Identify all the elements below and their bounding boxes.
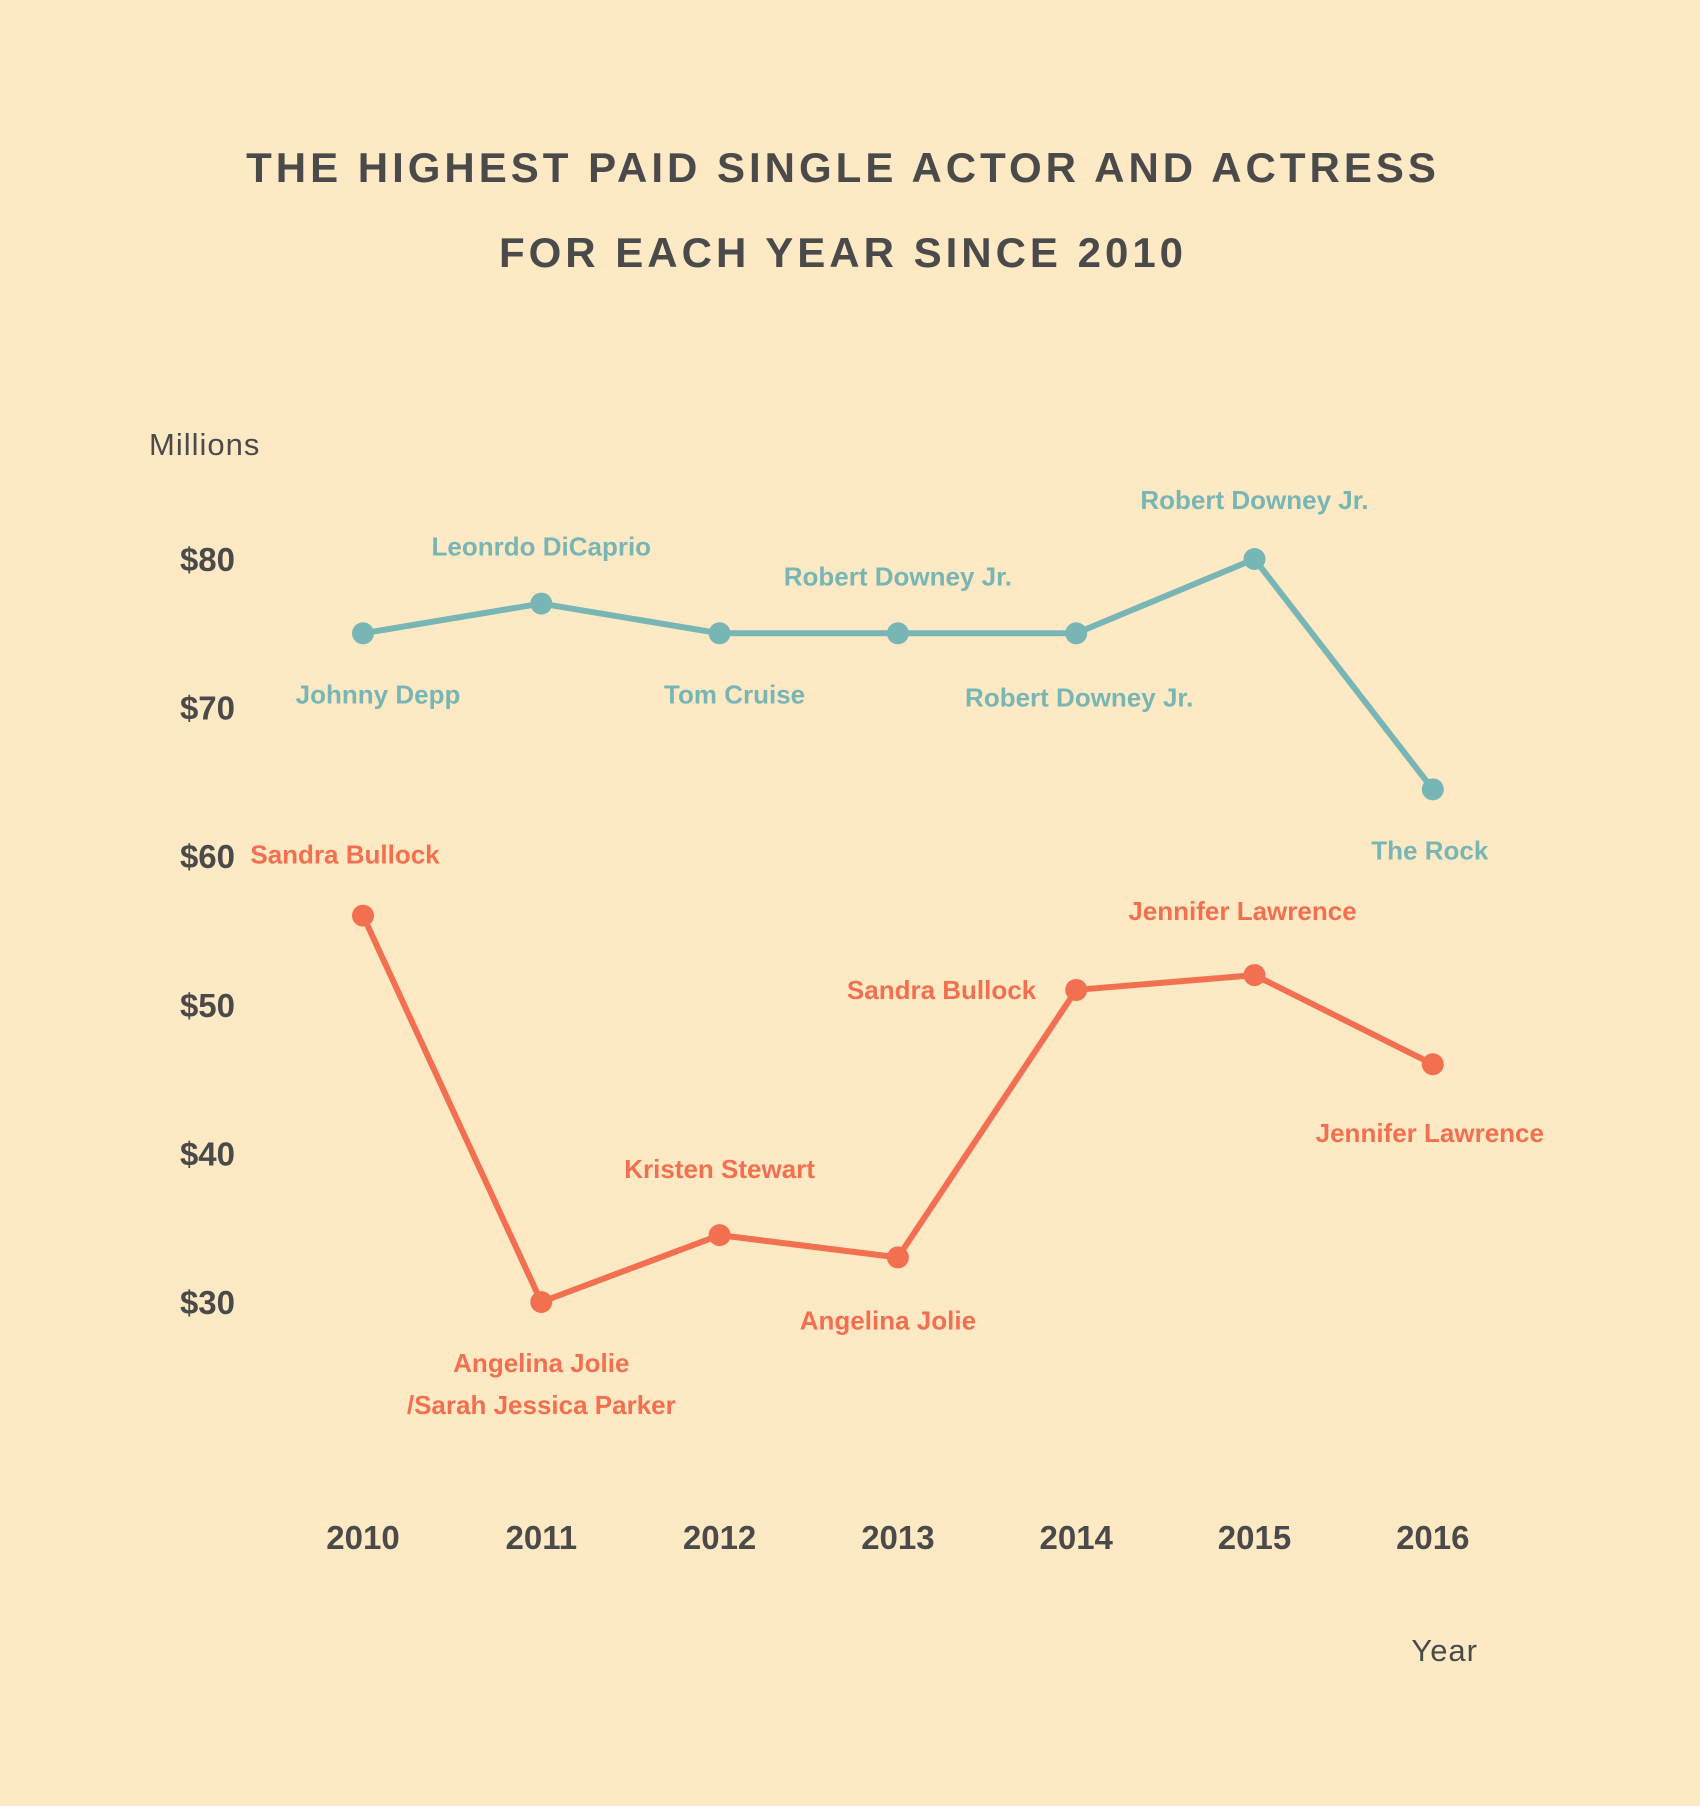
x-axis-label: Year [1411,1633,1478,1668]
point-label: Sandra Bullock [847,975,1037,1005]
data-point [886,1246,909,1269]
y-tick-label: $30 [180,1284,235,1321]
series-actress: Sandra Bullock Angelina Jolie/Sarah Jessi… [250,840,1544,1420]
point-label: Jennifer Lawrence [1316,1118,1544,1148]
point-label: Johnny Depp [296,679,461,709]
data-point [708,622,731,645]
x-axis-ticks: 2010 2011 2012 2013 2014 2015 2016 [326,1519,1469,1556]
data-point [1243,548,1266,570]
data-point [1421,778,1444,801]
series-line-actress [360,914,1435,1305]
point-label: Angelina Jolie [800,1305,976,1335]
y-tick-label: $60 [180,838,235,875]
y-tick-label: $70 [180,690,235,727]
data-point [886,622,909,645]
data-point [1065,622,1088,645]
point-label: Robert Downey Jr. [965,682,1193,712]
data-point [530,1291,553,1313]
x-tick-label: 2010 [326,1519,399,1556]
point-label: Angelina Jolie/Sarah Jessica Parker [407,1348,676,1420]
x-tick-label: 2012 [683,1519,756,1556]
point-label: The Rock [1371,835,1489,865]
y-tick-label: $40 [180,1135,235,1172]
point-label: Jennifer Lawrence [1128,896,1356,926]
data-point [1065,978,1088,1001]
x-tick-label: 2011 [506,1519,578,1556]
data-point [352,622,374,645]
point-label: Leonrdo DiCaprio [432,532,652,562]
series-line-actor [362,556,1436,792]
y-tick-label: $50 [180,987,235,1024]
point-label: Tom Cruise [664,679,805,709]
y-axis-ticks: $80 $70 $60 $50 $40 $30 [180,541,235,1321]
chart-title: THE HIGHEST PAID SINGLE ACTOR AND ACTRES… [246,144,1440,276]
series-actor: Johnny Depp Leonrdo DiCaprio Tom Cruise Rob… [296,485,1489,865]
y-axis-label: Millions [149,427,260,462]
x-tick-label: 2014 [1039,1519,1113,1556]
x-tick-label: 2013 [861,1519,934,1556]
data-point [1421,1053,1444,1076]
data-point [708,1224,731,1247]
data-point [352,904,374,927]
y-tick-label: $80 [180,541,235,578]
series-layer: Johnny Depp Leonrdo DiCaprio Tom Cruise Rob… [250,485,1544,1420]
point-label: Sandra Bullock [250,840,440,870]
point-label: Robert Downey Jr. [1140,485,1368,515]
x-tick-label: 2015 [1218,1519,1291,1556]
title-line-1: THE HIGHEST PAID SINGLE ACTOR AND ACTRES… [246,144,1440,191]
data-point [1243,964,1266,987]
data-point [530,592,553,615]
point-label: Robert Downey Jr. [784,561,1012,591]
title-line-2: FOR EACH YEAR SINCE 2010 [499,229,1187,276]
point-label: Kristen Stewart [624,1154,815,1184]
x-tick-label: 2016 [1396,1519,1469,1556]
